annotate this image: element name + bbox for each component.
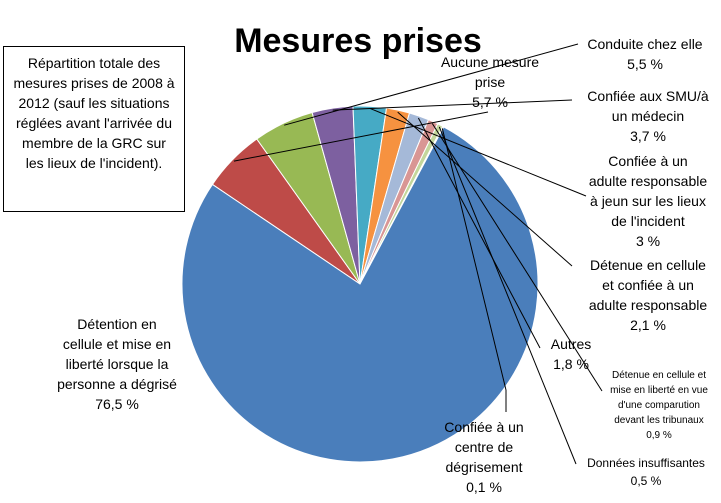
leader-lines <box>233 43 603 465</box>
slice-label: Données insuffisantes 0,5 % <box>587 456 705 488</box>
slice-value-label: 3 % <box>636 233 660 249</box>
leader-line <box>284 43 579 126</box>
slice-value-label: 0,9 % <box>646 430 672 441</box>
leader-line <box>369 107 587 197</box>
leader-line <box>431 123 603 392</box>
slice-value-label: 5,7 % <box>472 94 508 110</box>
slice-labels: Aucune mesure prise 5,7 % Conduite chez ell… <box>57 36 709 495</box>
chart-note-text: Répartition totale des mesures prises de… <box>13 55 175 171</box>
slice-label: Conduite chez elle 5,5 % <box>587 36 702 72</box>
leader-line <box>438 126 577 465</box>
slice-label: Aucune mesure prise 5,7 % <box>441 54 539 110</box>
slice-label: Confiée à un centre de dégrisement 0,1 % <box>444 419 523 495</box>
slice-label: Détenue en cellule et mise en liberté en … <box>610 370 708 441</box>
leader-line <box>397 111 573 267</box>
leader-line <box>332 99 573 111</box>
slice-value-label: 2,1 % <box>630 317 666 333</box>
slice-value-label: 76,5 % <box>95 396 139 412</box>
slice-label: Détention en cellule et mise en liberté lo… <box>57 316 177 412</box>
leader-line <box>441 128 507 412</box>
slice-label: Confiée à un adulte responsable à jeun sur… <box>589 153 708 249</box>
slice-value-label: 0,5 % <box>631 474 662 488</box>
chart-title: Mesures prises <box>234 22 482 60</box>
slice-value-label: 5,5 % <box>627 56 663 72</box>
slice-label: Détenue en cellule et confiée à un adulte … <box>589 257 708 333</box>
pie-slices <box>181 105 539 463</box>
chart-note: Répartition totale des mesures prises de… <box>3 46 185 212</box>
pie-slice <box>181 126 539 463</box>
leader-line <box>417 117 541 349</box>
slice-value-label: 3,7 % <box>630 128 666 144</box>
leader-line <box>233 111 489 162</box>
slice-value-label: 0,1 % <box>466 479 502 495</box>
slice-value-label: 1,8 % <box>553 356 589 372</box>
slice-label: Confiée aux SMU/à un médecin 3,7 % <box>587 88 709 144</box>
slice-label: Autres 1,8 % <box>551 336 591 372</box>
